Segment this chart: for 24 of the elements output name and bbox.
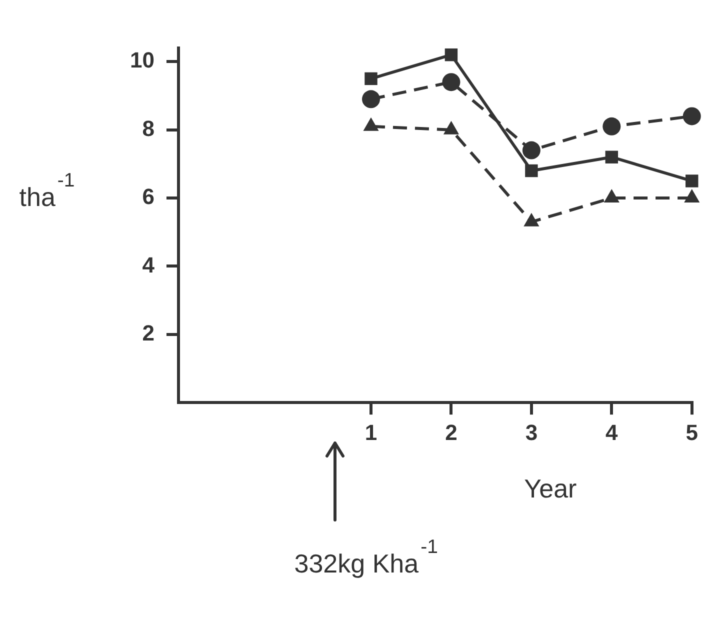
y-tick-label: 4	[142, 252, 156, 278]
x-tick-label: 2	[445, 420, 458, 445]
x-axis-title: Year	[524, 474, 578, 504]
point	[684, 189, 700, 203]
point	[442, 73, 460, 92]
point	[524, 212, 540, 226]
y-tick-label: 2	[142, 320, 154, 346]
point	[602, 117, 621, 136]
point	[686, 174, 698, 188]
point	[525, 164, 538, 178]
point	[522, 141, 540, 160]
x-tick-label: 1	[364, 420, 378, 445]
point	[364, 72, 378, 86]
y-tick-label: 10	[130, 48, 154, 73]
y-tick-label: 8	[142, 116, 154, 141]
x-tick-label: 4	[606, 420, 619, 445]
point	[682, 107, 701, 126]
y-tick-label: 6	[142, 184, 154, 210]
x-tick-label: 5	[686, 420, 698, 445]
x-tick-label: 3	[525, 420, 538, 445]
point	[605, 150, 618, 164]
point	[444, 48, 458, 62]
point	[362, 90, 380, 108]
point	[604, 189, 620, 203]
